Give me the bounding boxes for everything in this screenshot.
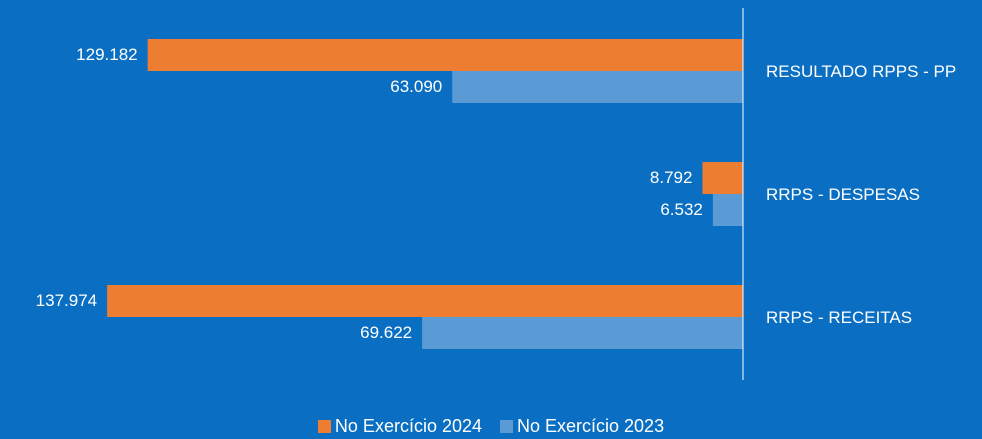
legend-label-2024: No Exercício 2024 — [334, 415, 482, 436]
labels-group: 129.182 63.090 RESULTADO RPPS - PP 8.792 6.5… — [36, 45, 957, 342]
bar-resultado-2023 — [452, 71, 743, 103]
category-label-resultado: RESULTADO RPPS - PP — [766, 62, 956, 81]
data-label-despesas-2023: 6.532 — [660, 200, 703, 219]
data-label-receitas-2024: 137.974 — [36, 291, 97, 310]
legend-item-2023: No Exercício 2023 — [500, 416, 664, 437]
bar-resultado-2024 — [147, 39, 744, 71]
bar-receitas-2024 — [107, 285, 744, 317]
data-label-despesas-2024: 8.792 — [650, 168, 693, 187]
category-label-despesas: RRPS - DESPESAS — [766, 185, 920, 204]
legend-swatch-2023 — [500, 419, 513, 433]
legend: No Exercício 2024 No Exercício 2023 — [0, 414, 982, 438]
bars-group — [107, 39, 744, 349]
data-label-receitas-2023: 69.622 — [360, 323, 412, 342]
legend-swatch-2024 — [317, 419, 331, 433]
bar-despesas-2024 — [702, 162, 743, 194]
legend-label-2023: No Exercício 2023 — [517, 415, 665, 436]
legend-item-2024: No Exercício 2024 — [317, 415, 482, 437]
category-label-receitas: RRPS - RECEITAS — [766, 308, 912, 327]
bar-receitas-2023 — [422, 317, 743, 349]
data-label-resultado-2023: 63.090 — [390, 77, 442, 96]
data-label-resultado-2024: 129.182 — [76, 45, 137, 64]
bar-despesas-2023 — [712, 194, 743, 226]
